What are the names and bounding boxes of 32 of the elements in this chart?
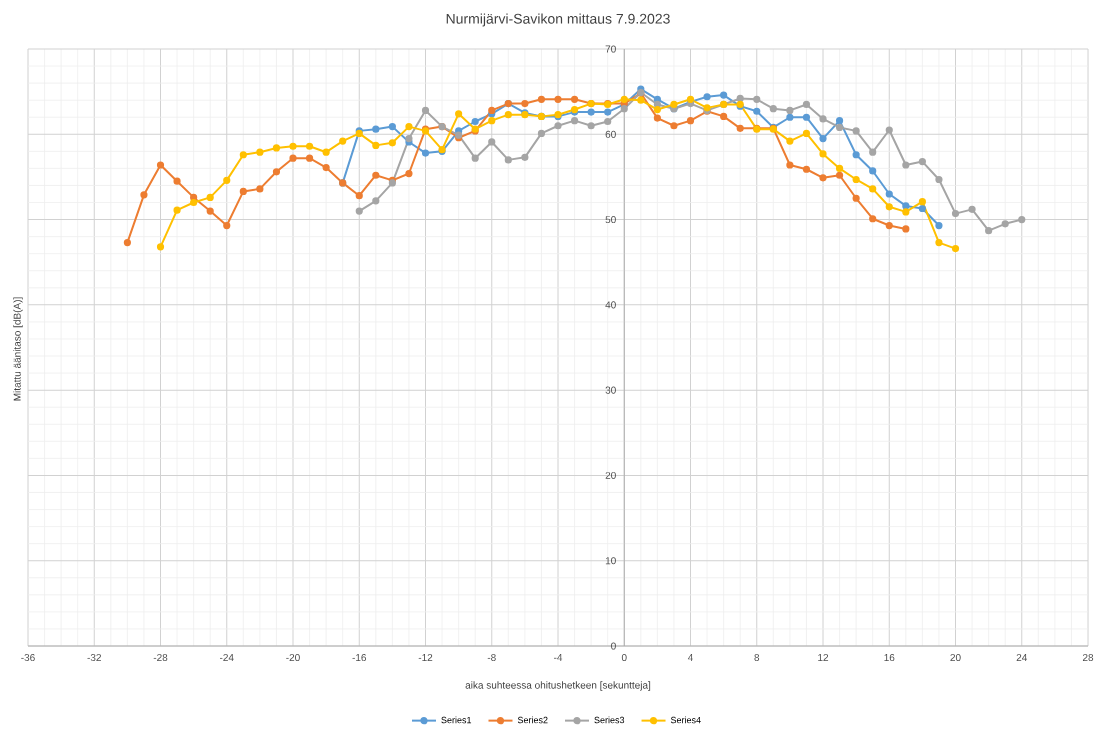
y-tick-label: 20 [605, 471, 616, 479]
y-tick-label: 50 [605, 216, 616, 224]
x-tick-label: 0 [621, 653, 627, 662]
x-tick-label: 12 [818, 653, 829, 661]
legend-label: Series3 [594, 716, 625, 724]
y-tick-label: 10 [605, 557, 616, 565]
legend-label: Series4 [670, 716, 701, 724]
y-tick-label: 0 [611, 642, 616, 650]
y-tick-label: 60 [605, 130, 616, 138]
x-tick-label: 24 [1016, 653, 1028, 661]
x-tick-label: 28 [1082, 653, 1094, 662]
x-tick-label: -12 [418, 653, 433, 661]
x-tick-label: -24 [219, 653, 234, 661]
y-tick-label: 70 [605, 45, 616, 53]
y-axis-title: Mitattu äänitaso [dB(A)] [13, 297, 23, 401]
x-tick-label: 4 [687, 654, 693, 661]
y-tick-label: 40 [605, 301, 616, 309]
legend-label: Series1 [441, 716, 472, 724]
chart-title: Nurmijärvi-Savikon mittaus 7.9.2023 [446, 13, 670, 27]
x-tick-label: 20 [950, 653, 961, 662]
x-tick-label: 16 [884, 653, 895, 662]
x-tick-label: -4 [554, 654, 563, 661]
x-tick-label: -8 [487, 653, 496, 662]
x-tick-label: -28 [153, 653, 168, 662]
x-tick-label: -16 [352, 653, 367, 662]
x-tick-label: -20 [286, 653, 300, 662]
legend-label: Series2 [517, 716, 548, 724]
x-tick-label: -32 [87, 653, 101, 662]
x-tick-label: 8 [754, 653, 760, 662]
y-tick-label: 30 [605, 386, 616, 394]
x-axis-title: aika suhteessa ohitushetkeen [sekuntteja] [465, 681, 651, 691]
x-tick-label: -36 [21, 653, 35, 662]
